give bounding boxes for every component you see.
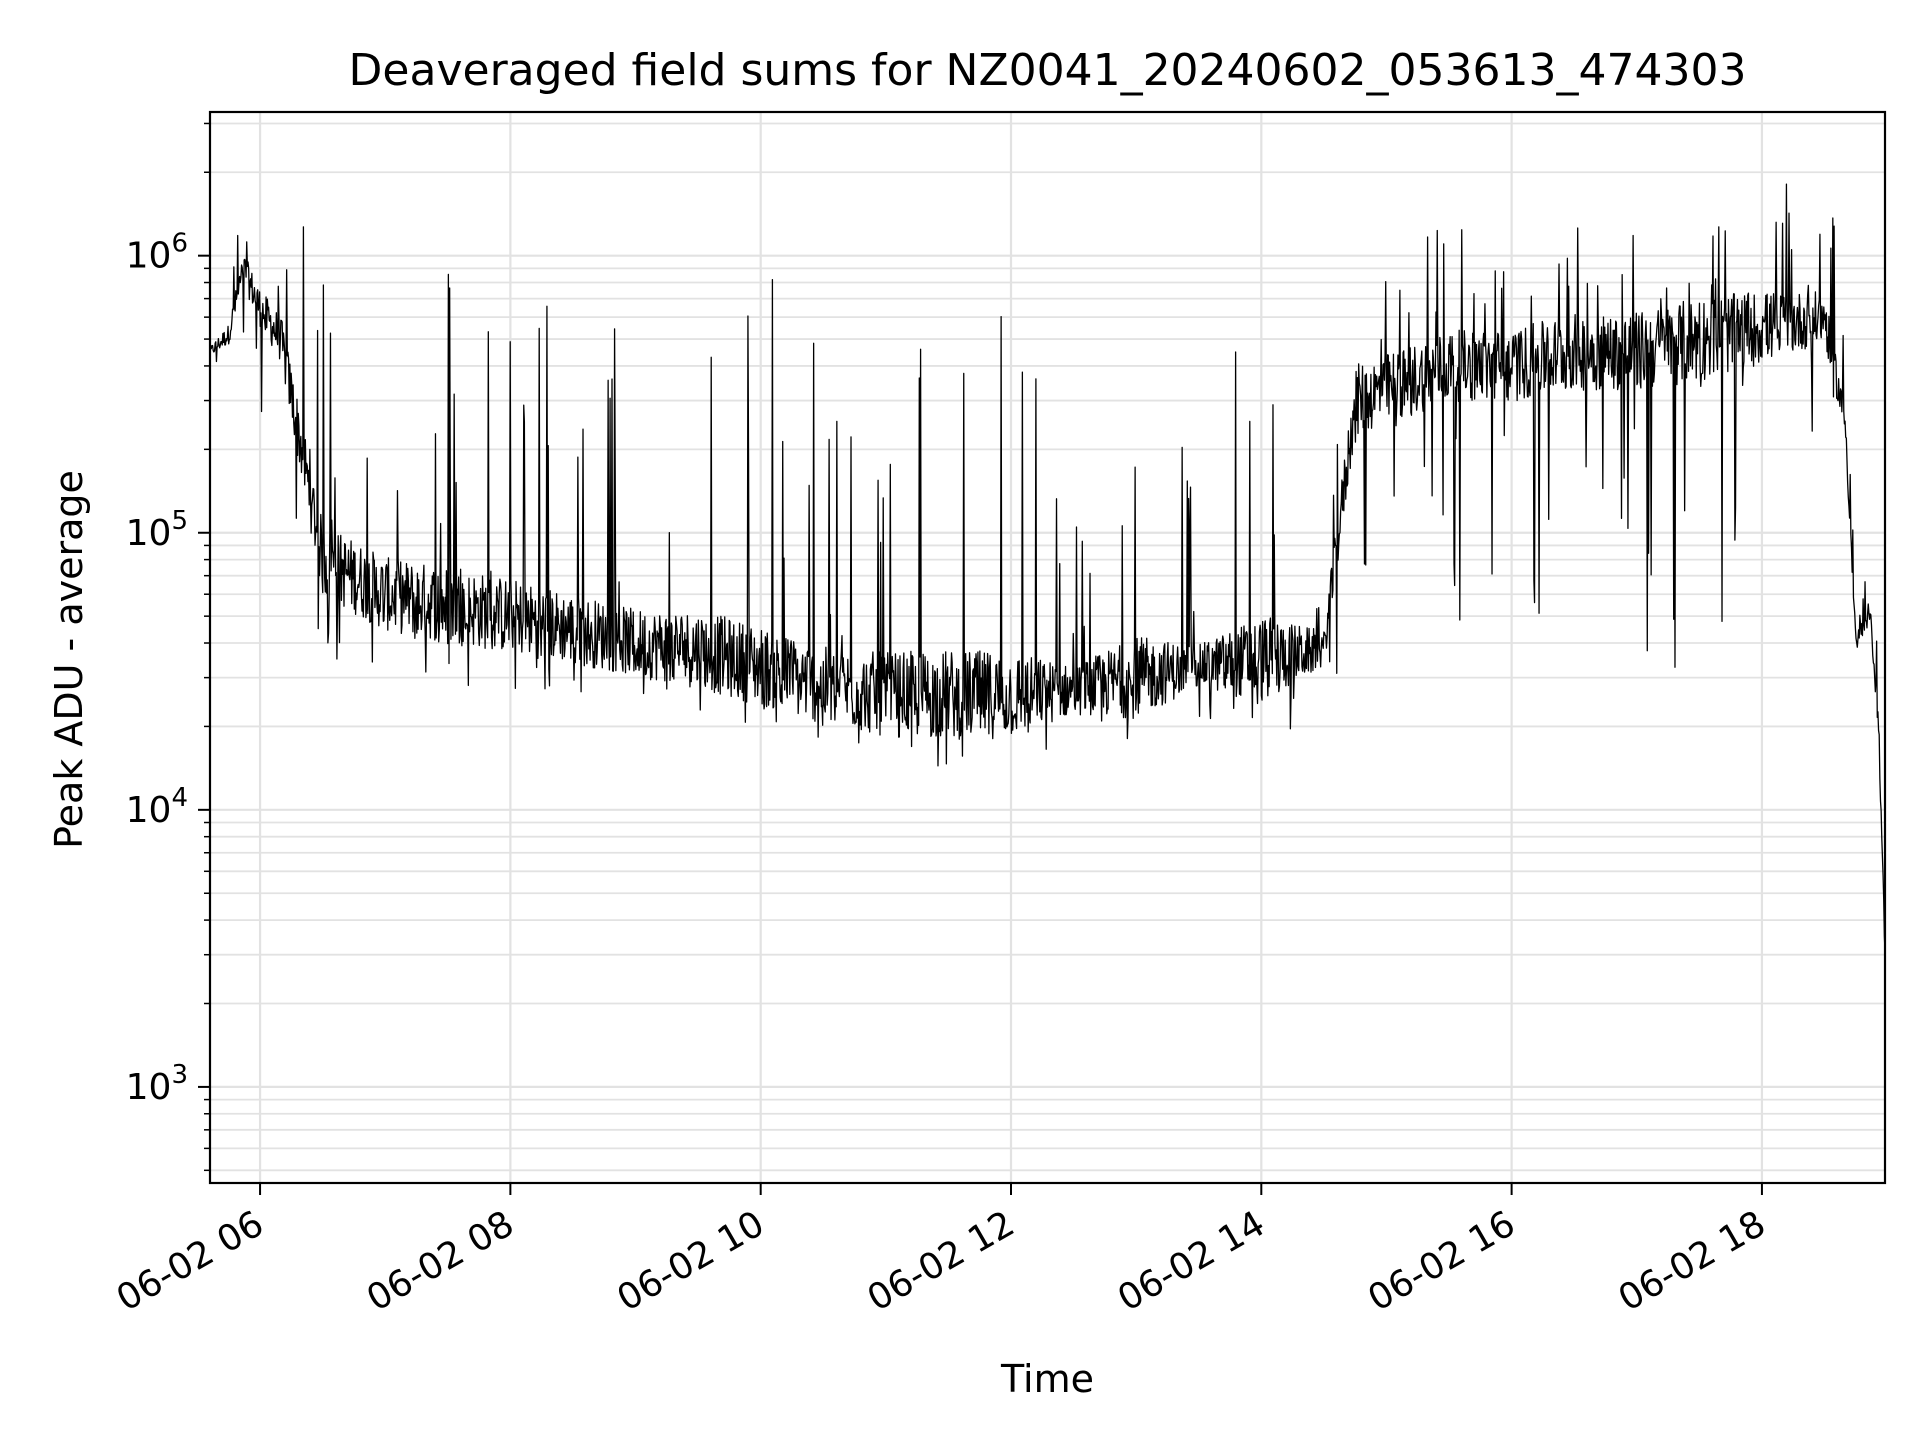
- y-tick-label: 103: [126, 1060, 188, 1108]
- plot-frame: [208, 110, 1887, 1185]
- grid: [210, 112, 1885, 1183]
- y-axis-label: Peak ADU - average: [47, 470, 91, 849]
- series-line: [209, 183, 1886, 951]
- y-tick-label: 106: [126, 229, 188, 277]
- chart-title: Deaveraged field sums for NZ0041_2024060…: [349, 45, 1747, 96]
- x-axis-label: Time: [1000, 1357, 1094, 1401]
- y-tick-label: 104: [126, 783, 188, 831]
- y-tick-label: 105: [126, 506, 188, 554]
